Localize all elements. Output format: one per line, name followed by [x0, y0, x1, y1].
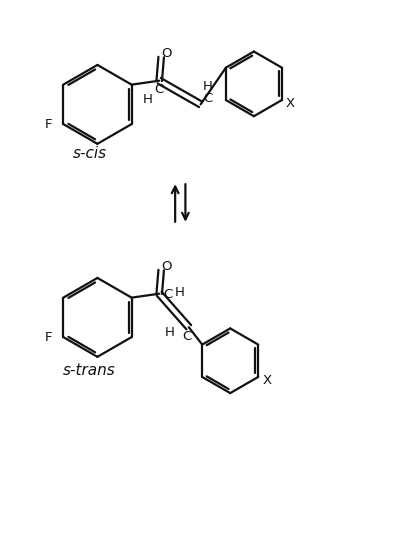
Text: C: C	[203, 92, 212, 105]
Text: H: H	[143, 93, 153, 106]
Text: C: C	[163, 288, 172, 301]
Text: C: C	[182, 330, 191, 343]
Text: X: X	[286, 97, 295, 110]
Text: O: O	[161, 260, 172, 274]
Text: H: H	[175, 287, 185, 299]
Text: s-cis: s-cis	[72, 146, 107, 161]
Text: O: O	[161, 48, 172, 61]
Text: X: X	[262, 373, 272, 387]
Text: s-trans: s-trans	[63, 363, 116, 378]
Text: C: C	[154, 83, 163, 96]
Text: F: F	[45, 330, 52, 343]
Text: H: H	[165, 326, 175, 339]
Text: F: F	[45, 117, 52, 130]
Text: H: H	[203, 80, 213, 93]
